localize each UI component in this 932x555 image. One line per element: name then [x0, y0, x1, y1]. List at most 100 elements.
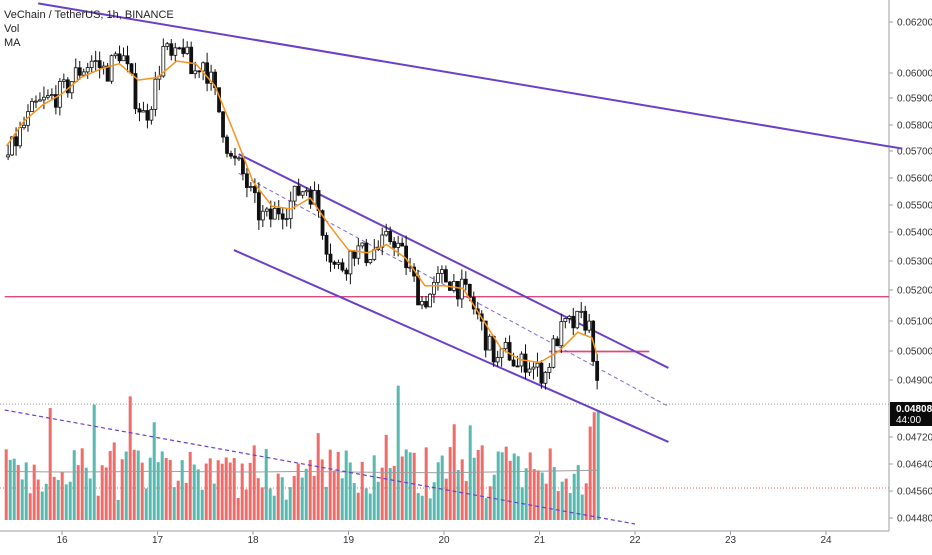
x-tick-label: 19	[343, 535, 355, 546]
candle-body	[38, 99, 42, 102]
candle-body	[237, 157, 241, 160]
volume-bar	[480, 445, 484, 520]
volume-bar	[132, 449, 136, 520]
candle-body	[65, 79, 70, 94]
candle-body	[352, 250, 357, 259]
chart-legend: VeChain / TetherUS, 1h, BINANCE Vol MA	[4, 8, 174, 50]
candle-body	[145, 110, 150, 121]
candle-body	[221, 111, 225, 138]
y-tick-label: 0.05600	[897, 174, 932, 185]
volume-bar	[248, 462, 252, 520]
candle-body	[535, 362, 540, 368]
volume-bar	[448, 447, 452, 520]
candle-body	[288, 200, 293, 220]
candle-body	[523, 353, 528, 373]
candle-body	[129, 63, 134, 74]
volume-bar	[116, 499, 120, 520]
last-price-value: 0.04808	[896, 404, 932, 415]
legend-title: VeChain / TetherUS, 1h, BINANCE	[4, 9, 174, 21]
volume-bar	[596, 410, 600, 520]
volume-bar	[268, 488, 272, 520]
candle-body	[133, 73, 138, 110]
volume-bar	[500, 452, 504, 520]
candle-body	[46, 95, 50, 98]
x-tick-label: 23	[725, 535, 737, 546]
volume-bar	[40, 491, 44, 520]
volume-bar	[324, 486, 328, 520]
volume-bar	[272, 495, 276, 520]
candle-body	[201, 62, 206, 72]
volume-bar	[4, 449, 8, 520]
last-price-tag: 0.04808 44:00	[890, 402, 932, 426]
candle-body	[515, 365, 520, 368]
x-tick-label: 21	[534, 535, 546, 546]
candle-body	[507, 342, 512, 361]
volume-bar	[72, 450, 76, 520]
candle-body	[483, 320, 488, 351]
volume-bar	[320, 459, 324, 520]
y-tick-label: 0.05500	[897, 201, 932, 212]
candle-body	[233, 155, 237, 159]
candle-body	[388, 230, 393, 243]
volume-bar	[140, 462, 144, 520]
candle-body	[571, 315, 576, 329]
volume-bar	[376, 481, 380, 520]
y-tick-label: 0.05200	[897, 286, 932, 297]
candle-body	[161, 45, 166, 77]
volume-bar	[556, 491, 560, 520]
volume-bar	[328, 449, 332, 520]
volume-bar	[524, 468, 528, 520]
candle-body	[292, 185, 297, 202]
candle-body	[34, 100, 38, 103]
candle-body	[440, 269, 444, 274]
volume-bar	[552, 466, 556, 520]
volume-bar	[52, 476, 56, 520]
candle-body	[511, 359, 516, 367]
candle-body	[491, 335, 496, 363]
candle-body	[22, 124, 26, 129]
volume-bar	[300, 477, 304, 520]
volume-bar	[240, 463, 244, 520]
candle-body	[284, 218, 289, 221]
volume-bar	[464, 481, 468, 520]
y-tick-label: 0.05400	[897, 228, 932, 239]
trendline-upper-long	[37, 2, 903, 150]
volume-bar	[304, 468, 308, 520]
y-tick-label: 0.04560	[897, 487, 932, 498]
volume-bar	[176, 480, 180, 520]
candle-body	[296, 185, 301, 196]
candle-body	[193, 70, 198, 75]
volume-bar	[244, 489, 248, 520]
volume-bar	[100, 465, 104, 520]
volume-bar	[332, 470, 336, 520]
volume-bar	[24, 462, 28, 520]
y-tick-label: 0.06200	[897, 18, 932, 29]
candle-body	[125, 55, 130, 65]
y-tick-label: 0.05700	[897, 147, 932, 158]
volume-bar	[164, 457, 168, 520]
x-tick-label: 22	[629, 535, 641, 546]
candle-body	[324, 234, 329, 255]
x-tick-label: 18	[247, 535, 259, 546]
candle-body	[436, 273, 440, 283]
volume-bar	[400, 456, 404, 520]
candle-body	[579, 310, 584, 313]
candle-body	[73, 67, 78, 83]
volume-bar	[576, 465, 580, 520]
volume-bar	[260, 487, 264, 520]
volume-bar	[592, 412, 596, 520]
y-tick-label: 0.05300	[897, 257, 932, 268]
volume-bar	[84, 467, 88, 520]
volume-bar	[184, 482, 188, 520]
candle-body	[89, 60, 94, 68]
volume-bar	[412, 452, 416, 520]
candle-body	[467, 283, 472, 298]
volume-bar	[504, 446, 508, 520]
volume-bar	[148, 457, 152, 520]
volume-bar	[160, 451, 164, 520]
x-tick-label: 24	[820, 535, 832, 546]
volume-bar	[528, 452, 532, 520]
volume-bar	[512, 453, 516, 520]
